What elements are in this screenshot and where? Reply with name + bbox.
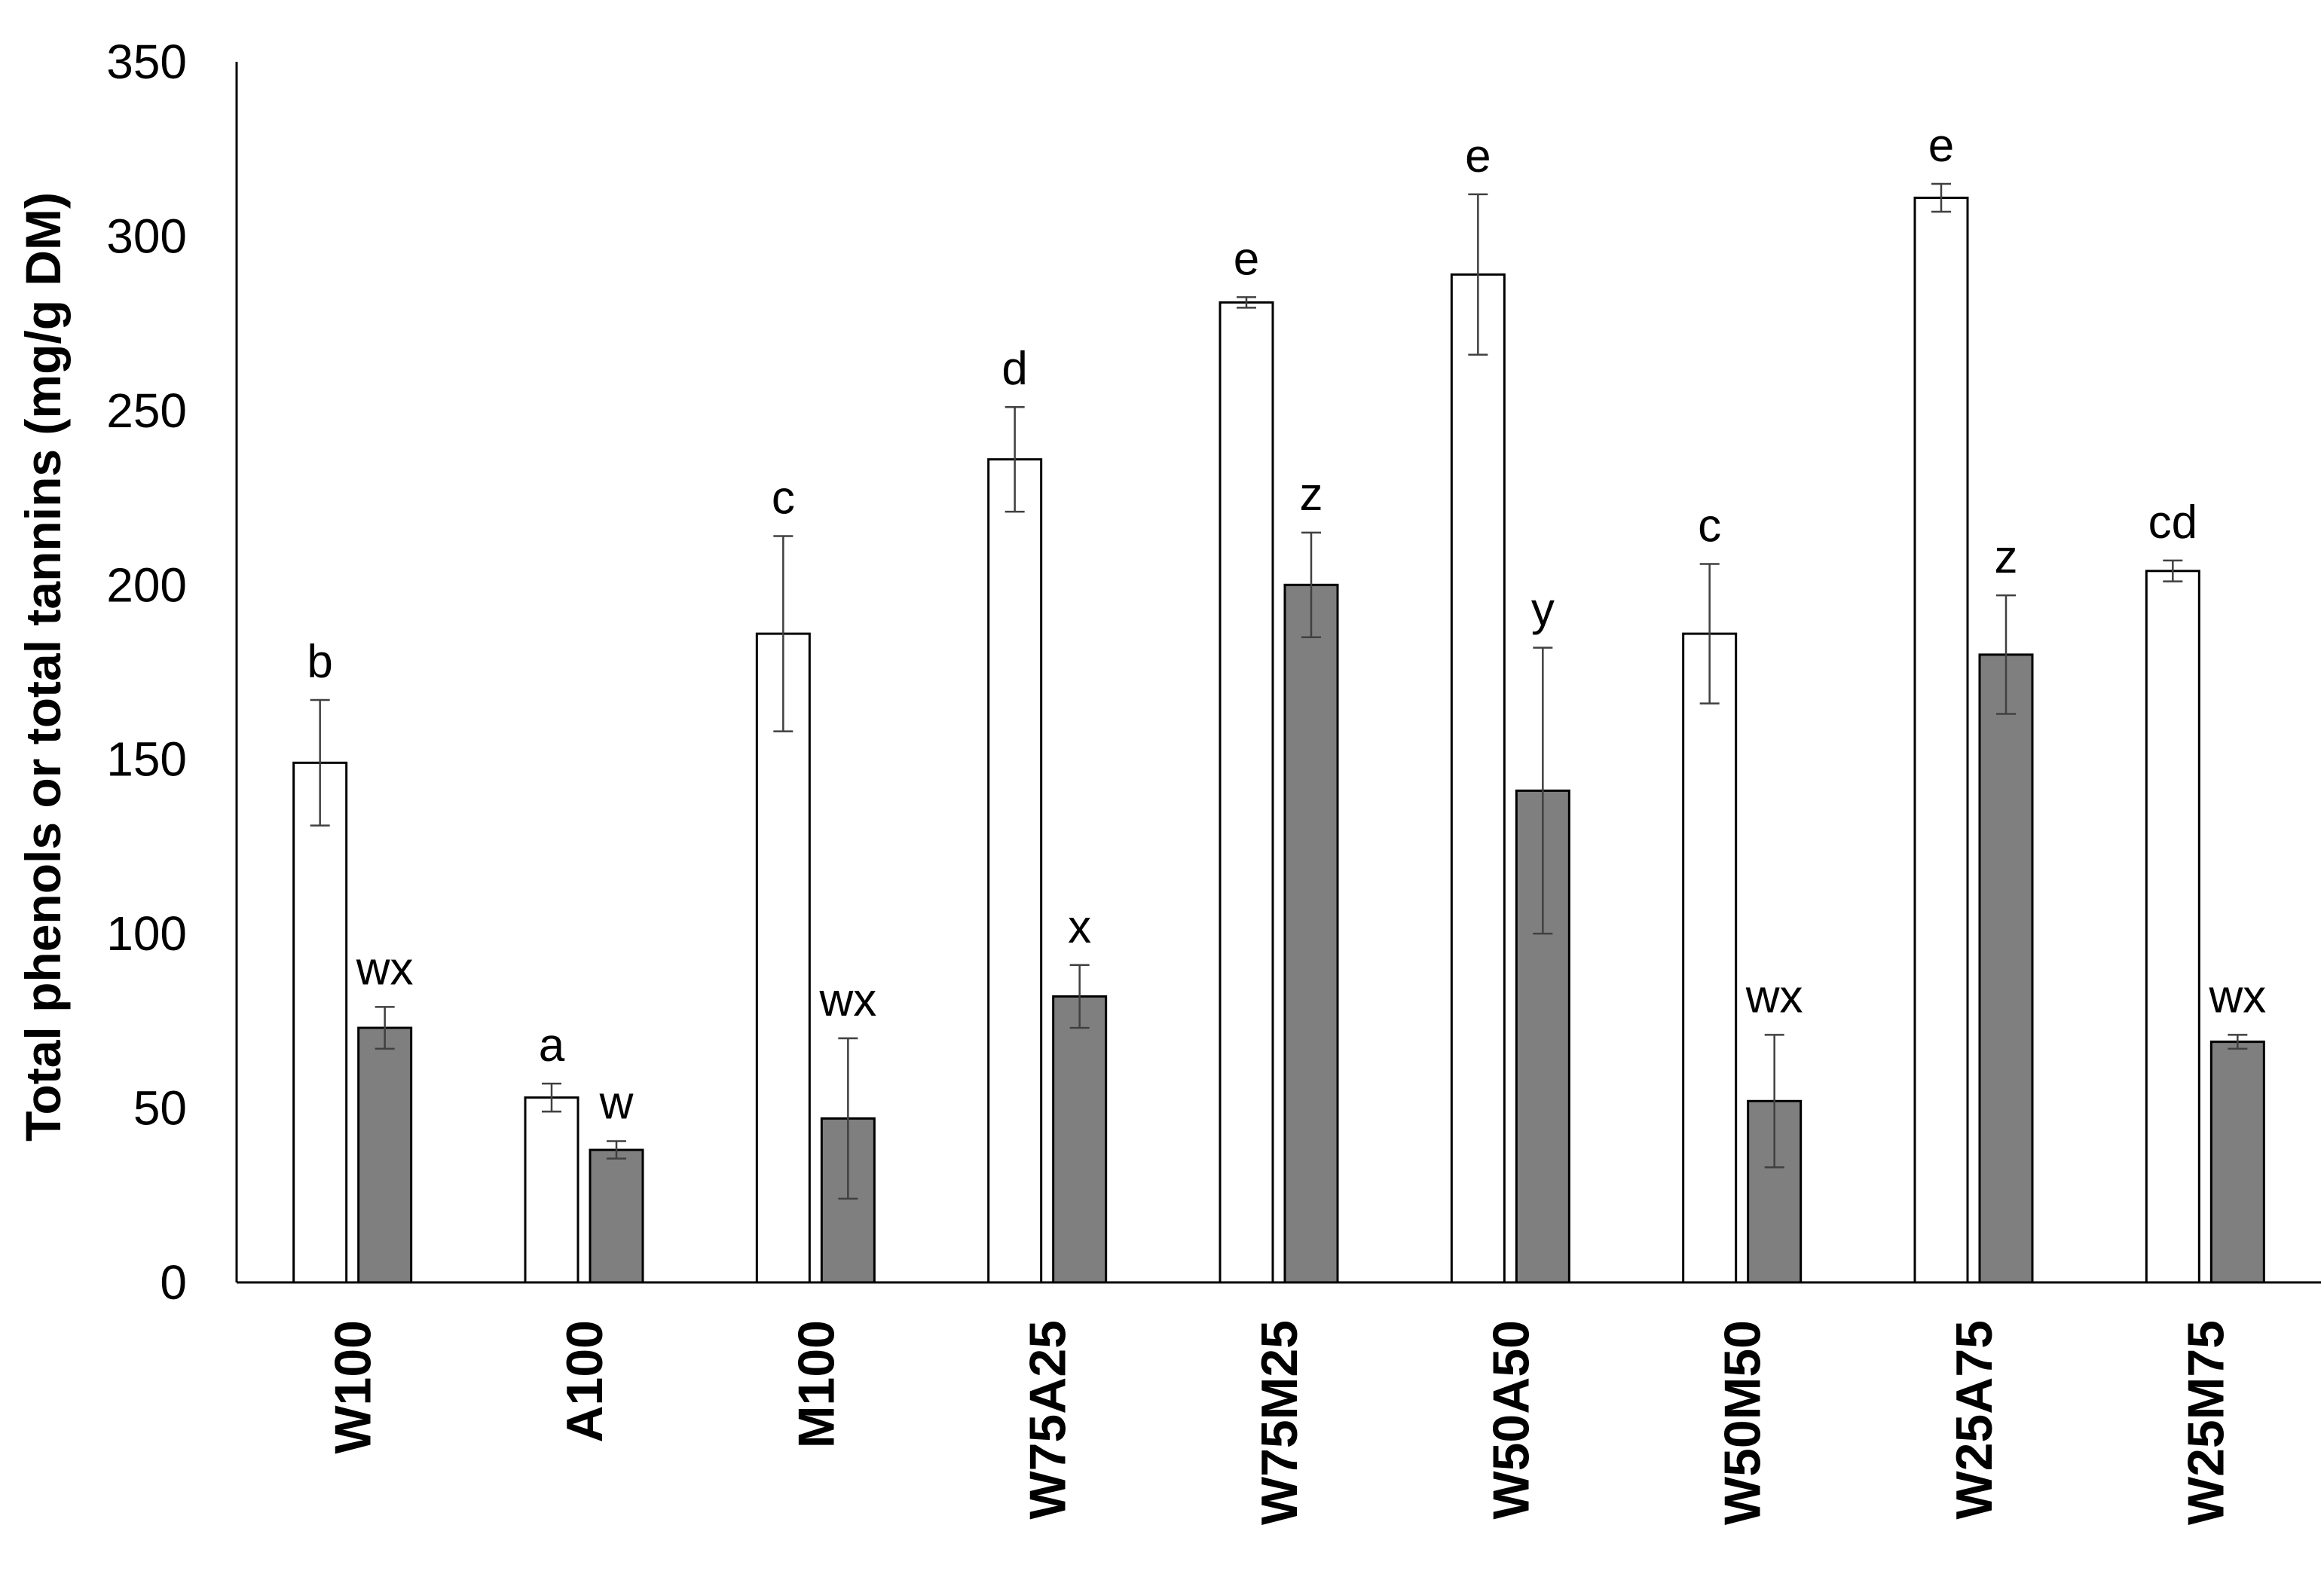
bar-W25M75-s1: [2145, 570, 2200, 1284]
sig-label-W25A75-s2: z: [1995, 531, 2018, 583]
sig-label-W100-s1: b: [307, 636, 332, 688]
sig-label-A100-s2: w: [599, 1077, 634, 1129]
sig-label-A100-s1: a: [539, 1019, 565, 1071]
y-tick-label-50: 50: [133, 1081, 187, 1135]
y-tick-label-350: 350: [106, 35, 187, 89]
y-tick-label-200: 200: [106, 558, 187, 612]
category-label-A100: A100: [556, 1320, 613, 1443]
bar-A100-s1: [524, 1096, 579, 1284]
sig-label-W75M25-s1: e: [1234, 233, 1259, 285]
bar-W75A25-s2: [1052, 995, 1108, 1284]
error-bars: [310, 182, 2248, 1200]
bar-W100-s2: [357, 1026, 413, 1284]
category-label-M100: M100: [787, 1320, 845, 1448]
sig-label-M100-s1: c: [772, 472, 795, 524]
sig-label-W75A25-s2: x: [1068, 901, 1091, 953]
bar-W75M25-s2: [1283, 583, 1339, 1284]
y-axis-ticks: 0 50 100 150 200 250 300 350: [106, 35, 187, 1310]
sig-label-W100-s2: wx: [356, 943, 414, 995]
sig-label-M100-s2: wx: [818, 974, 876, 1026]
y-axis-title: Total phenols or total tannins (mg/g DM): [15, 192, 71, 1142]
bar-W75M25-s1: [1219, 301, 1274, 1284]
sig-label-W25A75-s1: e: [1928, 120, 1954, 172]
y-tick-label-300: 300: [106, 209, 187, 263]
bar-W75A25-s1: [987, 458, 1043, 1284]
category-label-W25A75: W25A75: [1946, 1320, 2003, 1520]
y-tick-label-250: 250: [106, 384, 187, 438]
sig-label-W25M75-s2: wx: [2208, 970, 2266, 1022]
bar-W50M50-s1: [1682, 632, 1738, 1284]
category-label-W75A25: W75A25: [1020, 1320, 1077, 1520]
y-tick-label-0: 0: [160, 1255, 187, 1310]
sig-label-W50A50-s2: y: [1531, 584, 1555, 636]
y-tick-label-100: 100: [106, 906, 187, 961]
bar-W100-s1: [292, 761, 348, 1284]
category-label-W100: W100: [325, 1320, 382, 1454]
category-label-W75M25: W75M25: [1251, 1320, 1308, 1525]
sig-label-W50M50-s1: c: [1698, 500, 1721, 552]
y-tick-label-150: 150: [106, 732, 187, 787]
category-label-W50M50: W50M50: [1714, 1320, 1772, 1525]
bars: [292, 197, 2265, 1284]
significance-labels: b wx aw c wx d x e z e y c wx e z cd wx: [307, 120, 2266, 1129]
bar-W50M50-s2: [1747, 1099, 1803, 1284]
bar-M100-s1: [755, 632, 811, 1284]
bar-A100-s2: [589, 1148, 644, 1284]
bar-W25A75-s1: [1913, 197, 1969, 1284]
sig-label-W25M75-s1: cd: [2148, 497, 2197, 549]
axes: [235, 62, 2321, 1284]
bar-W25M75-s2: [2209, 1041, 2265, 1284]
sig-label-W75M25-s2: z: [1300, 469, 1323, 521]
sig-label-W50M50-s2: wx: [1745, 970, 1803, 1022]
sig-label-W75A25-s1: d: [1001, 343, 1027, 395]
category-labels: W100 A100 M100 W75A25 W75M25 W50A50 W50M50 W25A…: [325, 1320, 2235, 1525]
bar-W50A50-s1: [1450, 273, 1506, 1284]
bar-W25A75-s2: [1978, 653, 2034, 1284]
sig-label-W50A50-s1: e: [1465, 130, 1491, 182]
category-label-W50A50: W50A50: [1482, 1320, 1540, 1520]
category-label-W25M75: W25M75: [2177, 1320, 2234, 1525]
